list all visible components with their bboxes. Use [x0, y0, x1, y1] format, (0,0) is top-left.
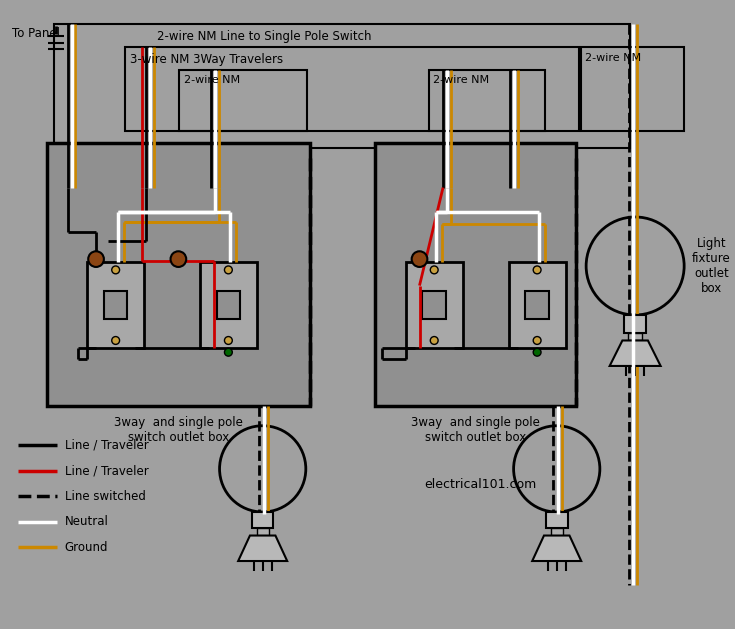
Bar	[376, 143, 576, 406]
Bar	[87, 262, 144, 348]
Circle shape	[224, 348, 232, 356]
Text: 3way  and single pole
switch outlet box: 3way and single pole switch outlet box	[114, 416, 243, 444]
Bar	[47, 143, 309, 406]
Circle shape	[88, 251, 104, 267]
Bar	[551, 528, 562, 535]
Bar	[526, 291, 549, 319]
Bar	[104, 291, 127, 319]
Circle shape	[412, 251, 427, 267]
Bar	[509, 262, 565, 348]
Text: 3way  and single pole
switch outlet box: 3way and single pole switch outlet box	[412, 416, 540, 444]
Bar	[423, 291, 446, 319]
Bar	[200, 262, 257, 348]
Text: Light
fixture
outlet
box: Light fixture outlet box	[692, 237, 731, 295]
Bar	[624, 315, 646, 333]
Text: electrical101.com: electrical101.com	[424, 478, 537, 491]
Circle shape	[430, 337, 438, 345]
Bar	[628, 333, 642, 340]
Bar	[581, 47, 684, 131]
Circle shape	[224, 266, 232, 274]
Bar	[54, 24, 630, 148]
Bar	[126, 47, 579, 131]
Bar	[252, 512, 273, 528]
Polygon shape	[609, 340, 661, 366]
Circle shape	[112, 337, 120, 345]
Text: Ground: Ground	[65, 541, 108, 554]
Text: Neutral: Neutral	[65, 515, 109, 528]
Circle shape	[533, 266, 541, 274]
Circle shape	[171, 251, 186, 267]
Text: To Panel: To Panel	[12, 27, 60, 40]
Text: 2-wire NM: 2-wire NM	[585, 53, 641, 64]
Circle shape	[533, 337, 541, 345]
Circle shape	[533, 348, 541, 356]
Bar	[546, 512, 567, 528]
Text: Line / Traveler: Line / Traveler	[65, 439, 148, 452]
Text: 2-wire NM: 2-wire NM	[433, 75, 490, 85]
Text: 3-wire NM 3Way Travelers: 3-wire NM 3Way Travelers	[130, 53, 284, 66]
Circle shape	[224, 337, 232, 345]
Text: Line switched: Line switched	[65, 490, 146, 503]
Polygon shape	[532, 535, 581, 561]
Circle shape	[430, 266, 438, 274]
Text: 2-wire NM: 2-wire NM	[184, 75, 240, 85]
Text: Line / Traveler: Line / Traveler	[65, 464, 148, 477]
Bar	[406, 262, 462, 348]
Polygon shape	[238, 535, 287, 561]
Bar	[429, 70, 545, 131]
Text: 2-wire NM Line to Single Pole Switch: 2-wire NM Line to Single Pole Switch	[157, 30, 371, 43]
Bar	[179, 70, 306, 131]
Bar	[257, 528, 268, 535]
Bar	[217, 291, 240, 319]
Circle shape	[112, 266, 120, 274]
